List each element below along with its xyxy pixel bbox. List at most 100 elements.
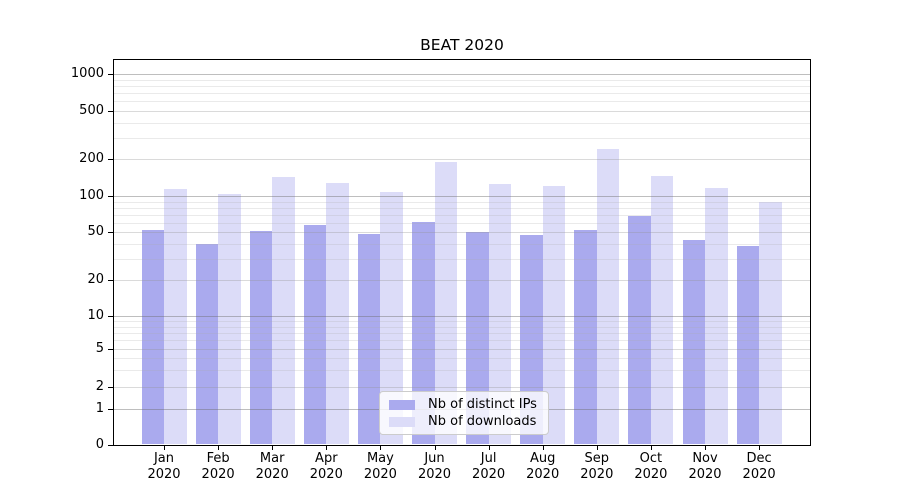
bar-nb-of-distinct-ips-jun bbox=[412, 221, 435, 444]
y-tick-label: 200 bbox=[79, 151, 104, 167]
bar-nb-of-downloads-jan bbox=[164, 188, 187, 444]
bar-nb-of-distinct-ips-may bbox=[357, 234, 381, 444]
chart-title: BEAT 2020 bbox=[420, 36, 504, 54]
grid-minor-line bbox=[114, 101, 810, 103]
x-tick-month: Jan bbox=[153, 451, 175, 466]
x-tick-label: Jun 2020 bbox=[407, 451, 463, 483]
x-tick-month: Sep bbox=[584, 451, 610, 466]
x-tick-month: Mar bbox=[259, 451, 285, 466]
grid-minor-line bbox=[114, 137, 810, 139]
bar-nb-of-downloads-jun bbox=[434, 162, 457, 444]
y-tick-mark bbox=[108, 232, 113, 233]
y-tick-label: 1 bbox=[95, 401, 104, 416]
bar-nb-of-distinct-ips-feb bbox=[195, 243, 219, 444]
grid-minor-line bbox=[114, 326, 810, 328]
x-tick-year: 2020 bbox=[472, 467, 506, 482]
x-tick-mark bbox=[596, 446, 598, 450]
x-tick-year: 2020 bbox=[526, 467, 560, 482]
grid-minor-line bbox=[114, 122, 810, 124]
x-tick-label: Jan 2020 bbox=[136, 451, 192, 483]
bar-nb-of-downloads-jul bbox=[488, 184, 512, 444]
x-tick-mark bbox=[434, 446, 436, 450]
grid-minor-line bbox=[114, 333, 810, 334]
grid-sub-line bbox=[114, 279, 810, 281]
x-tick-label: Feb 2020 bbox=[190, 451, 246, 483]
x-tick-month: Aug bbox=[529, 451, 556, 466]
grid-minor-line bbox=[114, 207, 810, 209]
x-tick-month: Jun bbox=[424, 451, 445, 466]
y-tick-label: 500 bbox=[79, 102, 104, 118]
bar-nb-of-downloads-feb bbox=[218, 194, 241, 444]
grid-minor-line bbox=[114, 258, 810, 260]
y-tick-mark bbox=[108, 111, 113, 112]
bar-nb-of-downloads-dec bbox=[759, 201, 782, 444]
x-tick-label: Aug 2020 bbox=[515, 451, 571, 483]
x-tick-label: May 2020 bbox=[352, 451, 408, 483]
legend-label-distinct-ips: Nb of distinct IPs bbox=[428, 397, 537, 412]
x-tick-year: 2020 bbox=[742, 467, 776, 482]
x-tick-mark bbox=[272, 446, 274, 450]
x-tick-mark bbox=[542, 446, 544, 450]
bar-nb-of-distinct-ips-nov bbox=[682, 240, 705, 444]
x-tick-month: Oct bbox=[639, 451, 663, 466]
legend-swatch-distinct-ips bbox=[389, 399, 415, 410]
x-tick-year: 2020 bbox=[580, 467, 614, 482]
bar-nb-of-downloads-may bbox=[380, 191, 403, 444]
x-tick-label: Oct 2020 bbox=[623, 451, 679, 483]
x-tick-month: Jul bbox=[480, 451, 497, 466]
y-tick-label: 100 bbox=[79, 188, 104, 203]
x-tick-mark bbox=[326, 446, 328, 450]
x-tick-label: Sep 2020 bbox=[569, 451, 625, 483]
x-tick-label: Dec 2020 bbox=[731, 451, 787, 483]
x-tick-year: 2020 bbox=[147, 467, 181, 482]
x-tick-label: Nov 2020 bbox=[677, 451, 733, 483]
y-tick-mark bbox=[108, 445, 113, 446]
y-tick-label: 10 bbox=[87, 308, 104, 323]
grid-minor-line bbox=[114, 243, 810, 245]
legend: Nb of distinct IPs Nb of downloads bbox=[379, 391, 549, 435]
legend-swatch-downloads bbox=[389, 416, 415, 427]
grid-sub-line bbox=[114, 349, 810, 350]
bar-nb-of-distinct-ips-jan bbox=[141, 230, 164, 444]
x-tick-year: 2020 bbox=[309, 467, 343, 482]
x-tick-month: Nov bbox=[692, 451, 718, 466]
grid-minor-line bbox=[114, 222, 810, 224]
x-tick-mark bbox=[488, 446, 490, 450]
x-tick-label: Mar 2020 bbox=[244, 451, 300, 483]
x-tick-label: Apr 2020 bbox=[298, 451, 354, 483]
y-tick-label: 2 bbox=[95, 378, 104, 394]
y-tick-mark bbox=[108, 280, 113, 281]
bar-nb-of-downloads-sep bbox=[596, 148, 620, 444]
y-tick-mark bbox=[108, 349, 113, 350]
x-tick-month: Apr bbox=[315, 451, 338, 466]
bar-nb-of-distinct-ips-mar bbox=[249, 231, 273, 444]
bar-nb-of-downloads-nov bbox=[705, 187, 728, 444]
grid-minor-line bbox=[114, 92, 810, 94]
x-tick-mark bbox=[650, 446, 652, 450]
x-tick-label: Jul 2020 bbox=[461, 451, 517, 483]
x-tick-month: Feb bbox=[206, 451, 230, 466]
grid-sub-line bbox=[114, 110, 810, 112]
y-tick-mark bbox=[108, 196, 113, 197]
grid-minor-line bbox=[114, 321, 810, 322]
grid-major-line bbox=[114, 74, 810, 75]
grid-minor-line bbox=[114, 79, 810, 81]
x-tick-mark bbox=[164, 446, 165, 450]
x-tick-mark bbox=[759, 446, 761, 450]
x-tick-year: 2020 bbox=[634, 467, 668, 482]
legend-item-distinct-ips: Nb of distinct IPs bbox=[389, 396, 539, 413]
grid-sub-line bbox=[114, 232, 810, 234]
x-tick-year: 2020 bbox=[201, 467, 235, 482]
bar-nb-of-downloads-apr bbox=[326, 183, 349, 444]
x-tick-year: 2020 bbox=[417, 467, 452, 482]
grid-minor-line bbox=[114, 340, 810, 342]
grid-sub-line bbox=[114, 386, 810, 388]
x-tick-mark bbox=[380, 446, 382, 450]
y-tick-label: 1000 bbox=[70, 66, 104, 81]
y-tick-mark bbox=[108, 409, 113, 410]
y-tick-mark bbox=[108, 387, 113, 388]
grid-minor-line bbox=[114, 201, 810, 203]
legend-label-downloads: Nb of downloads bbox=[428, 414, 537, 429]
x-tick-mark bbox=[218, 446, 220, 450]
